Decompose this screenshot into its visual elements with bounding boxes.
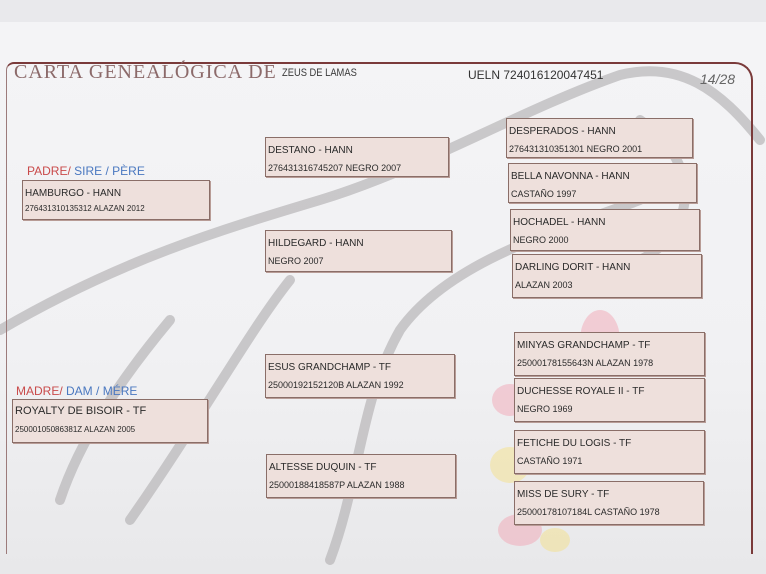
great-grandparent-box: HOCHADEL - HANN NEGRO 2000: [510, 209, 700, 251]
horse-name: MINYAS GRANDCHAMP - TF: [517, 340, 651, 351]
horse-name: ZEUS DE LAMAS: [282, 67, 357, 79]
horse-name: HILDEGARD - HANN: [268, 238, 364, 249]
great-grandparent-box: MISS DE SURY - TF 25000178107184L CASTAÑO…: [514, 481, 704, 525]
horse-name: HAMBURGO - HANN: [25, 188, 122, 199]
grandparent-box: DESTANO - HANN 276431316745207 NEGRO 2007: [265, 137, 449, 177]
horse-name: DARLING DORIT - HANN: [515, 262, 631, 273]
ueln-label: UELN: [468, 68, 501, 82]
horse-name: MISS DE SURY - TF: [517, 489, 610, 500]
horse-name: BELLA NAVONNA - HANN: [511, 171, 630, 182]
horse-info: CASTAÑO 1997: [511, 189, 577, 199]
great-grandparent-box: DESPERADOS - HANN 276431310351301 NEGRO 2…: [506, 118, 693, 158]
dam-label-es: MADRE/: [16, 384, 63, 398]
horse-name: DESPERADOS - HANN: [509, 126, 616, 137]
horse-info: 25000178107184L CASTAÑO 1978: [517, 507, 660, 517]
horse-name: DUCHESSE ROYALE II - TF: [517, 386, 645, 397]
grandparent-box: ALTESSE DUQUIN - TF 25000188418587P ALAZA…: [266, 454, 456, 498]
page-frame: [6, 62, 753, 554]
dam-label-en: DAM /: [66, 384, 100, 398]
ueln: UELN 724016120047451: [468, 68, 603, 82]
grandparent-box: ESUS GRANDCHAMP - TF 25000192152120B ALAZ…: [265, 354, 455, 398]
horse-name: ALTESSE DUQUIN - TF: [269, 462, 377, 473]
dam-box: ROYALTY DE BISOIR - TF 25000105086381Z AL…: [12, 399, 208, 443]
horse-info: ALAZAN 2003: [515, 280, 573, 290]
horse-name: FETICHE DU LOGIS - TF: [517, 438, 632, 449]
horse-info: 25000105086381Z ALAZAN 2005: [15, 425, 136, 434]
great-grandparent-box: DUCHESSE ROYALE II - TF NEGRO 1969: [514, 378, 705, 422]
grandparent-box: HILDEGARD - HANN NEGRO 2007: [265, 230, 452, 272]
sire-label-es: PADRE/: [27, 164, 71, 178]
horse-name: ROYALTY DE BISOIR - TF: [15, 405, 147, 417]
dam-label: MADRE/ DAM / MÉRE: [16, 384, 137, 398]
horse-info: NEGRO 2007: [268, 256, 324, 266]
horse-name: DESTANO - HANN: [268, 145, 353, 156]
horse-info: NEGRO 1969: [517, 404, 573, 414]
horse-info: 25000178155643N ALAZAN 1978: [517, 358, 654, 368]
horse-info: NEGRO 2000: [513, 235, 569, 245]
horse-info: 276431310135312 ALAZAN 2012: [25, 204, 145, 213]
sire-box: HAMBURGO - HANN 276431310135312 ALAZAN 20…: [22, 180, 210, 220]
horse-info: 276431310351301 NEGRO 2001: [509, 144, 643, 154]
sire-label-fr: PÈRE: [112, 164, 145, 178]
page-title: CARTA GENEALÓGICA DE: [14, 61, 277, 83]
horse-name: ESUS GRANDCHAMP - TF: [268, 362, 391, 373]
sire-label: PADRE/ SIRE / PÈRE: [27, 164, 145, 178]
sire-label-en: SIRE /: [74, 164, 109, 178]
horse-info: 25000188418587P ALAZAN 1988: [269, 480, 405, 490]
horse-info: 276431316745207 NEGRO 2007: [268, 163, 402, 173]
great-grandparent-box: DARLING DORIT - HANN ALAZAN 2003: [512, 254, 702, 298]
ueln-value: 724016120047451: [503, 68, 604, 82]
dam-label-fr: MÉRE: [102, 384, 138, 398]
horse-info: 25000192152120B ALAZAN 1992: [268, 380, 404, 390]
great-grandparent-box: BELLA NAVONNA - HANN CASTAÑO 1997: [508, 163, 697, 203]
great-grandparent-box: FETICHE DU LOGIS - TF CASTAÑO 1971: [514, 430, 705, 474]
horse-info: CASTAÑO 1971: [517, 456, 583, 466]
page-number: 14/28: [700, 71, 736, 87]
horse-name: HOCHADEL - HANN: [513, 217, 606, 228]
great-grandparent-box: MINYAS GRANDCHAMP - TF 25000178155643N AL…: [514, 332, 705, 376]
